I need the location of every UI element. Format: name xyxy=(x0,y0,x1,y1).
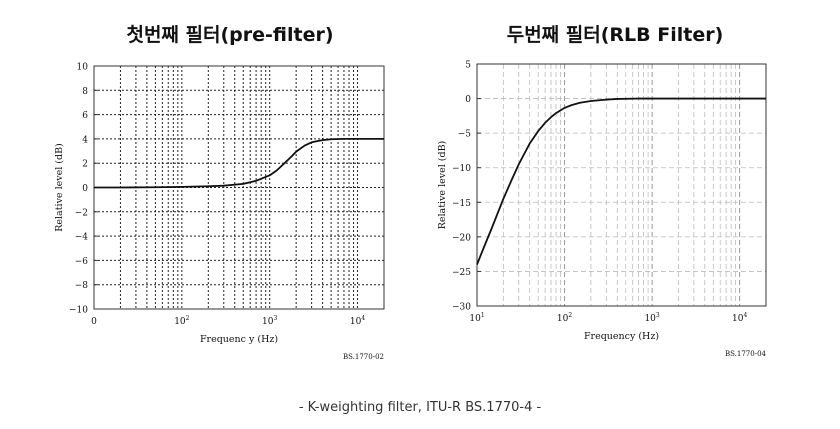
chart-title-prefilter: 첫번째 필터(pre-filter) xyxy=(126,24,334,46)
x-tick-label: 102 xyxy=(557,312,572,324)
x-tick-label: 102 xyxy=(174,315,189,327)
y-tick-label: −5 xyxy=(458,130,472,140)
x-axis-label: Frequency (Hz) xyxy=(584,331,659,342)
y-axis-label: Relative level (dB) xyxy=(437,141,448,230)
y-tick-label: −8 xyxy=(75,281,89,291)
y-tick-label: 0 xyxy=(82,184,88,194)
y-tick-label: 6 xyxy=(82,111,88,121)
y-tick-label: −10 xyxy=(452,164,471,174)
x-axis-label: Frequenc y (Hz) xyxy=(200,334,278,345)
x-tick-label: 104 xyxy=(732,312,747,324)
x-tick-exponent: 2 xyxy=(568,312,572,319)
y-axis-label: Relative level (dB) xyxy=(54,143,65,232)
x-tick-exponent: 4 xyxy=(743,312,747,319)
figure-code: BS.1770-04 xyxy=(725,350,767,358)
x-tick-label: 103 xyxy=(644,312,659,324)
x-tick-label: 0 xyxy=(91,317,97,327)
y-tick-label: 0 xyxy=(465,95,471,105)
x-tick-exponent: 3 xyxy=(656,312,660,319)
y-tick-label: −25 xyxy=(452,268,471,278)
y-tick-label: −30 xyxy=(452,303,471,313)
y-tick-label: 8 xyxy=(82,87,88,97)
x-tick-label: 101 xyxy=(469,312,484,324)
x-tick-exponent: 3 xyxy=(274,315,278,322)
x-tick-label: 104 xyxy=(350,315,365,327)
figure-code: BS.1770-02 xyxy=(343,353,384,361)
y-tick-label: −4 xyxy=(75,233,89,243)
y-tick-label: 2 xyxy=(82,160,88,170)
y-tick-label: 4 xyxy=(82,135,88,145)
y-tick-label: −6 xyxy=(75,257,89,267)
chart-title-rlb: 두번째 필터(RLB Filter) xyxy=(506,24,724,46)
x-tick-exponent: 1 xyxy=(481,312,485,319)
y-tick-label: −10 xyxy=(69,306,88,316)
plot-frame xyxy=(476,63,767,307)
x-tick-label: 103 xyxy=(262,315,277,327)
y-tick-label: 5 xyxy=(465,61,471,71)
figure-caption: - K-weighting filter, ITU-R BS.1770-4 - xyxy=(298,400,542,415)
series-line-1 xyxy=(94,138,384,189)
series-line-1 xyxy=(476,97,766,265)
y-tick-label: −20 xyxy=(452,233,471,243)
x-tick-exponent: 2 xyxy=(186,315,190,322)
y-tick-label: −15 xyxy=(452,199,471,209)
x-tick-exponent: 4 xyxy=(361,315,365,322)
y-tick-label: −2 xyxy=(75,208,88,218)
y-tick-label: 10 xyxy=(77,63,89,73)
